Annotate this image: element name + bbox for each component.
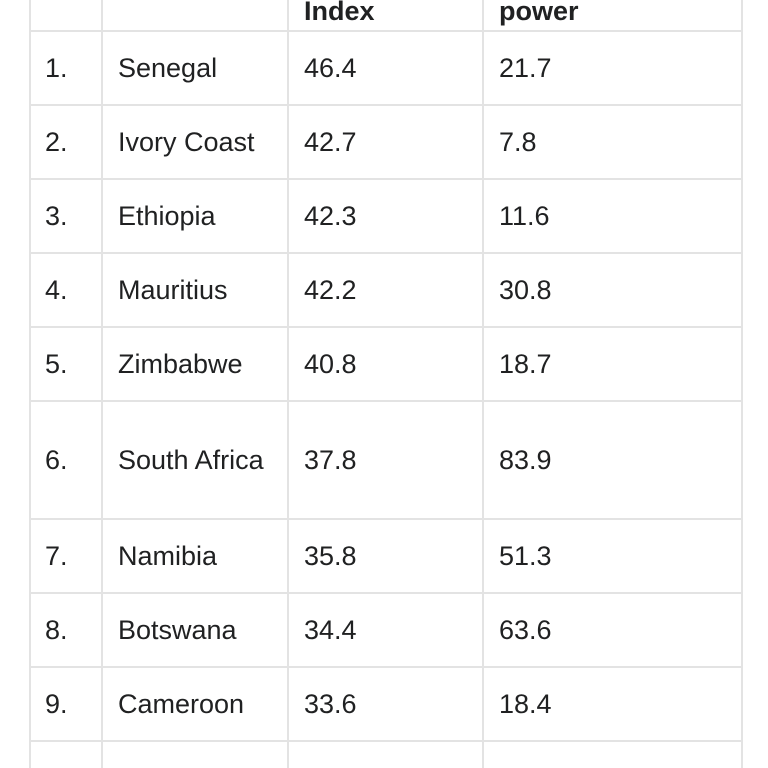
empty-cell xyxy=(101,740,289,768)
index-cell: 46.4 xyxy=(287,30,484,106)
header-power: power xyxy=(482,0,743,32)
table-row: 8. Botswana 34.4 63.6 xyxy=(29,592,743,668)
rank-cell: 4. xyxy=(29,252,103,328)
index-cell: 34.4 xyxy=(287,592,484,668)
index-cell: 33.6 xyxy=(287,666,484,742)
table-row: 4. Mauritius 42.2 30.8 xyxy=(29,252,743,328)
header-country xyxy=(101,0,289,32)
index-cell: 42.7 xyxy=(287,104,484,180)
table-row: 3. Ethiopia 42.3 11.6 xyxy=(29,178,743,254)
power-cell: 11.6 xyxy=(482,178,743,254)
index-cell: 42.3 xyxy=(287,178,484,254)
power-cell: 83.9 xyxy=(482,400,743,520)
power-cell: 63.6 xyxy=(482,592,743,668)
rank-cell: 3. xyxy=(29,178,103,254)
empty-cell xyxy=(29,740,103,768)
country-cell: Cameroon xyxy=(101,666,289,742)
rank-cell: 9. xyxy=(29,666,103,742)
table-row: 9. Cameroon 33.6 18.4 xyxy=(29,666,743,742)
country-cell: Ivory Coast xyxy=(101,104,289,180)
power-cell: 21.7 xyxy=(482,30,743,106)
empty-cell xyxy=(287,740,484,768)
table-row: 2. Ivory Coast 42.7 7.8 xyxy=(29,104,743,180)
power-cell: 30.8 xyxy=(482,252,743,328)
index-cell: 40.8 xyxy=(287,326,484,402)
country-cell: Namibia xyxy=(101,518,289,594)
power-cell: 18.7 xyxy=(482,326,743,402)
header-rank xyxy=(29,0,103,32)
rank-cell: 6. xyxy=(29,400,103,520)
rank-cell: 7. xyxy=(29,518,103,594)
table-row: 6. South Africa 37.8 83.9 xyxy=(29,400,743,520)
index-cell: 35.8 xyxy=(287,518,484,594)
table-row: 5. Zimbabwe 40.8 18.7 xyxy=(29,326,743,402)
country-cell: Botswana xyxy=(101,592,289,668)
country-cell: Zimbabwe xyxy=(101,326,289,402)
table-header-row: Index power xyxy=(29,0,743,32)
country-cell: Mauritius xyxy=(101,252,289,328)
rank-cell: 1. xyxy=(29,30,103,106)
index-cell: 37.8 xyxy=(287,400,484,520)
power-cell: 51.3 xyxy=(482,518,743,594)
rank-cell: 5. xyxy=(29,326,103,402)
table-row: 1. Senegal 46.4 21.7 xyxy=(29,30,743,106)
country-cell: Ethiopia xyxy=(101,178,289,254)
table-row: 7. Namibia 35.8 51.3 xyxy=(29,518,743,594)
table-row-partial xyxy=(29,740,743,768)
header-index: Index xyxy=(287,0,484,32)
rank-cell: 2. xyxy=(29,104,103,180)
country-cell: Senegal xyxy=(101,30,289,106)
index-cell: 42.2 xyxy=(287,252,484,328)
ranking-table: Index power 1. Senegal 46.4 21.7 2. Ivor… xyxy=(29,0,743,768)
country-cell: South Africa xyxy=(101,400,289,520)
rank-cell: 8. xyxy=(29,592,103,668)
empty-cell xyxy=(482,740,743,768)
power-cell: 18.4 xyxy=(482,666,743,742)
power-cell: 7.8 xyxy=(482,104,743,180)
